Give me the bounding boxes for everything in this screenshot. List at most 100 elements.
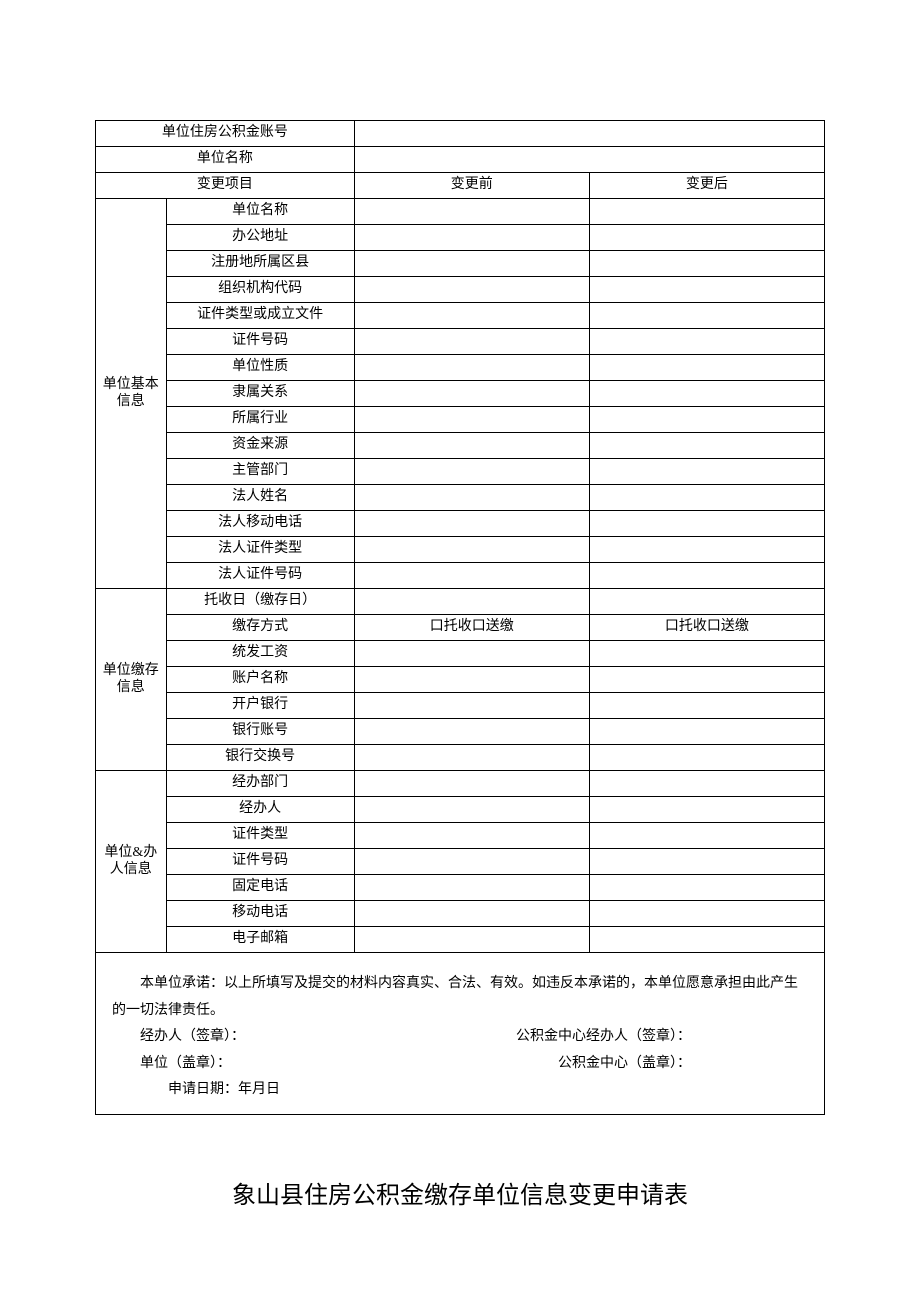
s1-before[interactable] (354, 563, 589, 589)
s1-after[interactable] (589, 251, 824, 277)
s1-after[interactable] (589, 329, 824, 355)
s1-before[interactable] (354, 225, 589, 251)
row-account: 单位住房公积金账号 (96, 121, 825, 147)
s1-label: 单位性质 (166, 355, 354, 381)
s1-after[interactable] (589, 563, 824, 589)
s2-before[interactable] (354, 641, 589, 667)
s1-before[interactable] (354, 433, 589, 459)
s1-before[interactable] (354, 277, 589, 303)
s1-before[interactable] (354, 459, 589, 485)
s3-before[interactable] (354, 771, 589, 797)
s3-after[interactable] (589, 901, 824, 927)
row-unit-name-top: 单位名称 (96, 147, 825, 173)
s3-before[interactable] (354, 823, 589, 849)
s2-label: 银行账号 (166, 719, 354, 745)
form-page: 单位住房公积金账号 单位名称 变更项目 变更前 变更后 单位基本信息 单位名称 … (0, 0, 920, 1250)
s1-after[interactable] (589, 225, 824, 251)
s2-row: 银行交换号 (96, 745, 825, 771)
col-after: 变更后 (589, 173, 824, 199)
s1-label: 隶属关系 (166, 381, 354, 407)
s1-after[interactable] (589, 485, 824, 511)
value-account[interactable] (354, 121, 824, 147)
s2-before[interactable] (354, 589, 589, 615)
s3-label: 经办人 (166, 797, 354, 823)
s2-deposit-before[interactable]: 口托收口送缴 (354, 615, 589, 641)
s1-before[interactable] (354, 303, 589, 329)
s1-label: 法人姓名 (166, 485, 354, 511)
s1-row: 法人姓名 (96, 485, 825, 511)
s1-label: 组织机构代码 (166, 277, 354, 303)
s3-row: 移动电话 (96, 901, 825, 927)
s2-after[interactable] (589, 719, 824, 745)
declaration-text: 本单位承诺：以上所填写及提交的材料内容真实、合法、有效。如违反本承诺的，本单位愿… (112, 971, 808, 1024)
s1-before[interactable] (354, 537, 589, 563)
s1-before[interactable] (354, 407, 589, 433)
s1-label: 单位名称 (166, 199, 354, 225)
s3-row: 单位&办人信息 经办部门 (96, 771, 825, 797)
s1-before[interactable] (354, 511, 589, 537)
s2-after[interactable] (589, 693, 824, 719)
s3-after[interactable] (589, 823, 824, 849)
s3-after[interactable] (589, 875, 824, 901)
s2-before[interactable] (354, 667, 589, 693)
s1-after[interactable] (589, 303, 824, 329)
s1-before[interactable] (354, 251, 589, 277)
s3-before[interactable] (354, 849, 589, 875)
s1-label: 注册地所属区县 (166, 251, 354, 277)
s3-before[interactable] (354, 927, 589, 953)
s1-row: 办公地址 (96, 225, 825, 251)
s1-after[interactable] (589, 511, 824, 537)
s3-after[interactable] (589, 797, 824, 823)
s3-after[interactable] (589, 849, 824, 875)
value-unit-name[interactable] (354, 147, 824, 173)
s2-label: 托收日（缴存日） (166, 589, 354, 615)
s2-after[interactable] (589, 641, 824, 667)
agent-sign-label: 经办人（签章）： (112, 1024, 460, 1051)
s3-before[interactable] (354, 901, 589, 927)
s2-after[interactable] (589, 667, 824, 693)
s1-after[interactable] (589, 355, 824, 381)
s3-before[interactable] (354, 875, 589, 901)
s2-row: 统发工资 (96, 641, 825, 667)
s2-label: 账户名称 (166, 667, 354, 693)
s2-deposit-after[interactable]: 口托收口送缴 (589, 615, 824, 641)
s3-row: 证件号码 (96, 849, 825, 875)
s3-after[interactable] (589, 927, 824, 953)
s1-before[interactable] (354, 355, 589, 381)
s1-label: 所属行业 (166, 407, 354, 433)
s1-row: 证件类型或成立文件 (96, 303, 825, 329)
s3-row: 固定电话 (96, 875, 825, 901)
s2-after[interactable] (589, 745, 824, 771)
s1-label: 法人移动电话 (166, 511, 354, 537)
s3-after[interactable] (589, 771, 824, 797)
s1-before[interactable] (354, 485, 589, 511)
s1-row: 注册地所属区县 (96, 251, 825, 277)
s1-label: 主管部门 (166, 459, 354, 485)
s1-row: 单位性质 (96, 355, 825, 381)
s1-after[interactable] (589, 537, 824, 563)
s1-row: 单位基本信息 单位名称 (96, 199, 825, 225)
s1-after[interactable] (589, 407, 824, 433)
s1-after[interactable] (589, 459, 824, 485)
s1-after[interactable] (589, 277, 824, 303)
row-change-header: 变更项目 变更前 变更后 (96, 173, 825, 199)
s1-after[interactable] (589, 433, 824, 459)
s1-after[interactable] (589, 199, 824, 225)
s2-label: 缴存方式 (166, 615, 354, 641)
s2-before[interactable] (354, 693, 589, 719)
s2-row: 开户银行 (96, 693, 825, 719)
s1-row: 资金来源 (96, 433, 825, 459)
s1-label: 法人证件类型 (166, 537, 354, 563)
col-before: 变更前 (354, 173, 589, 199)
s2-row: 账户名称 (96, 667, 825, 693)
label-account: 单位住房公积金账号 (96, 121, 355, 147)
s1-before[interactable] (354, 329, 589, 355)
s1-before[interactable] (354, 199, 589, 225)
s3-before[interactable] (354, 797, 589, 823)
s2-before[interactable] (354, 719, 589, 745)
s3-label: 固定电话 (166, 875, 354, 901)
s2-before[interactable] (354, 745, 589, 771)
s2-after[interactable] (589, 589, 824, 615)
s1-after[interactable] (589, 381, 824, 407)
s1-before[interactable] (354, 381, 589, 407)
